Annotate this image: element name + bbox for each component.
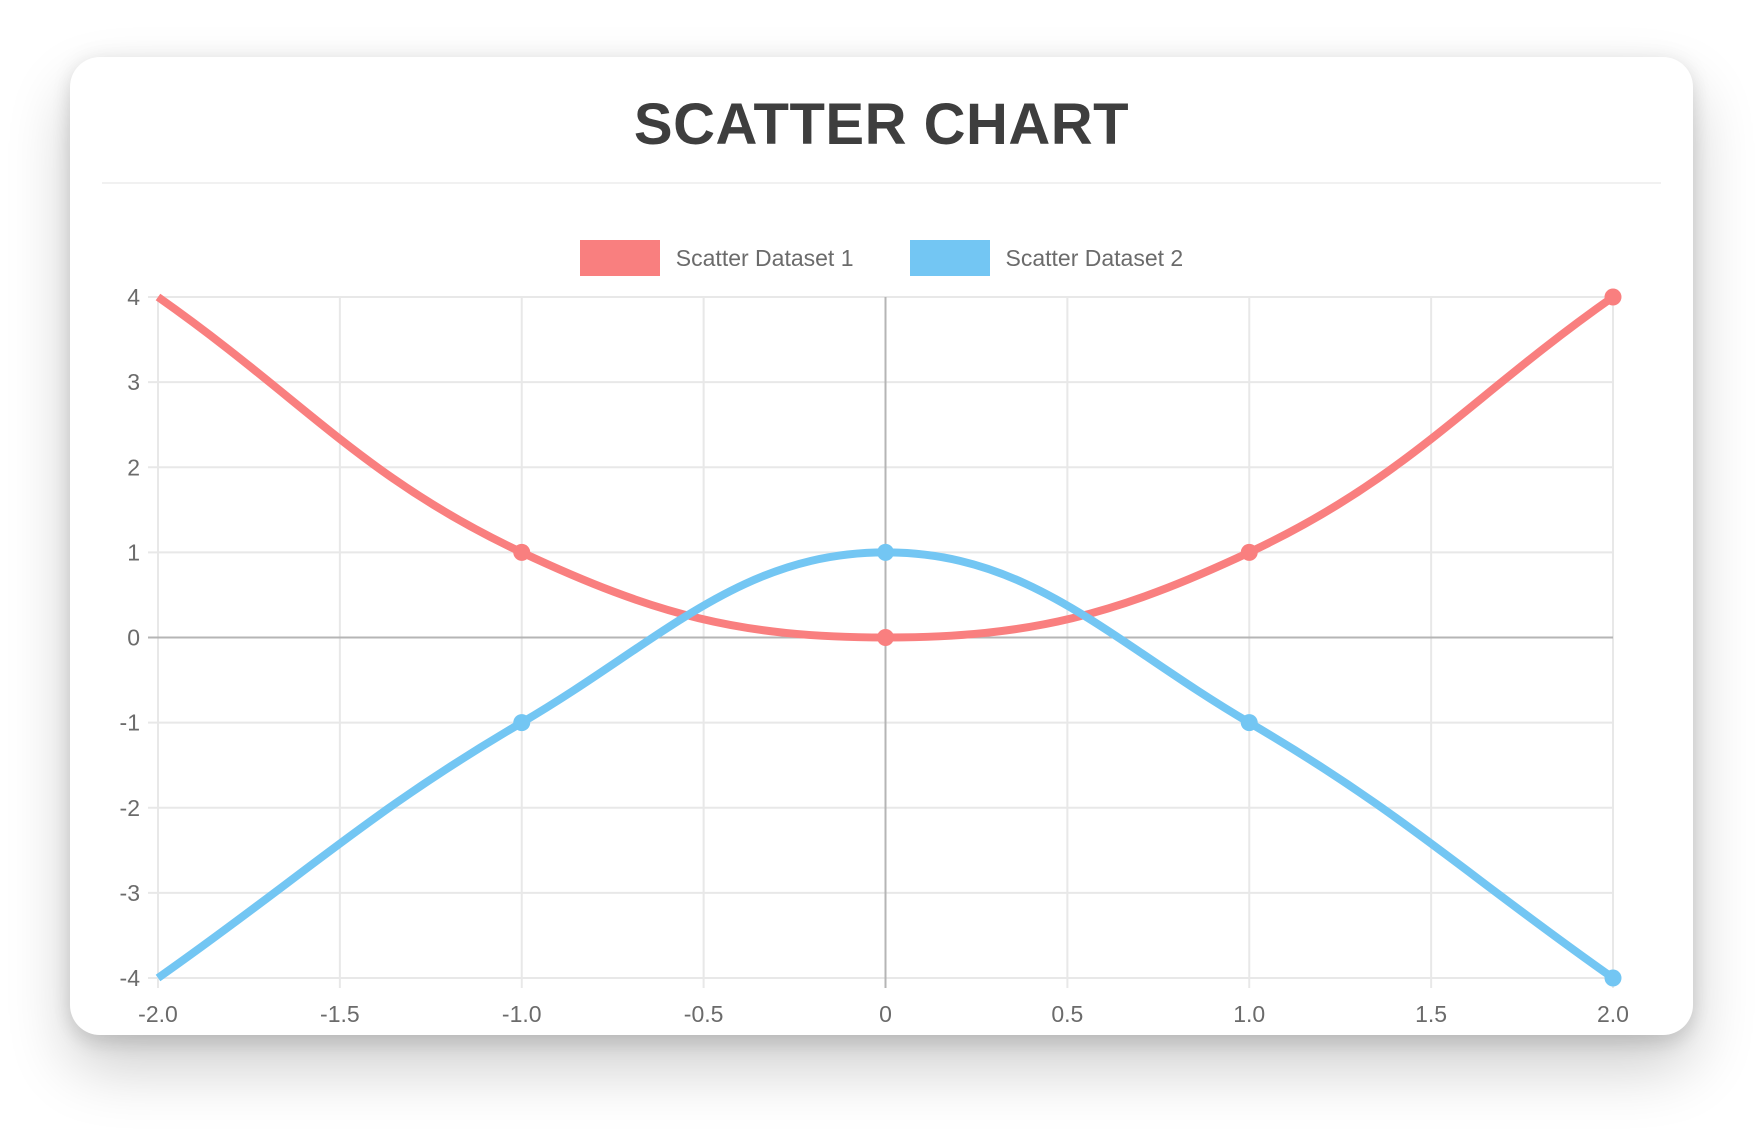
x-tick-label: 1.0 [1233,1001,1265,1027]
chart-card: SCATTER CHART -2.0 -1.5 -1.0 -0.5 0 0.5 1.0 1.5… [70,57,1693,1035]
data-point-series-1[interactable] [513,543,531,561]
data-point-series-2[interactable] [1604,969,1622,987]
y-tick-label: -3 [120,880,140,906]
data-point-series-2[interactable] [1240,714,1258,732]
data-point-series-1[interactable] [1604,288,1622,306]
y-tick-label: -2 [120,795,140,821]
x-tick-label: 1.5 [1415,1001,1447,1027]
data-point-series-2[interactable] [877,543,894,561]
data-point-series-2[interactable] [513,714,531,732]
y-tick-label: 2 [127,454,140,480]
x-tick-label: -1.5 [320,1001,360,1027]
y-tick-label: 0 [127,625,140,651]
chart-title: SCATTER CHART [633,92,1130,157]
x-tick-label: 0.5 [1051,1001,1083,1027]
y-tick-label: 1 [127,539,140,565]
scatter-plot-canvas[interactable]: -2.0 -1.5 -1.0 -0.5 0 0.5 1.0 1.5 2.0 4 3 2 1 0 -1 -2 -3… [70,57,1693,1035]
x-tick-label: -0.5 [684,1001,724,1027]
legend-item-1[interactable]: Scatter Dataset 1 [579,240,854,276]
data-point-series-1[interactable] [1240,543,1258,561]
y-tick-label: -1 [120,710,140,736]
y-tick-label: 4 [127,284,140,310]
legend-swatch [579,240,660,276]
title-divider [102,182,1661,184]
legend-item-2[interactable]: Scatter Dataset 2 [909,240,1184,276]
legend-swatch [909,240,990,276]
y-tick-label: 3 [127,369,140,395]
data-point-series-1[interactable] [877,629,894,646]
x-tick-label: -1.0 [502,1001,542,1027]
y-tick-label: -4 [120,965,141,991]
legend-label: Scatter Dataset 1 [675,244,854,271]
x-tick-label: 2.0 [1597,1001,1629,1027]
x-tick-label: -2.0 [138,1001,178,1027]
chart-legend: Scatter Dataset 1 Scatter Dataset 2 [70,240,1693,276]
x-tick-label: 0 [879,1001,892,1027]
legend-label: Scatter Dataset 2 [1005,244,1184,271]
